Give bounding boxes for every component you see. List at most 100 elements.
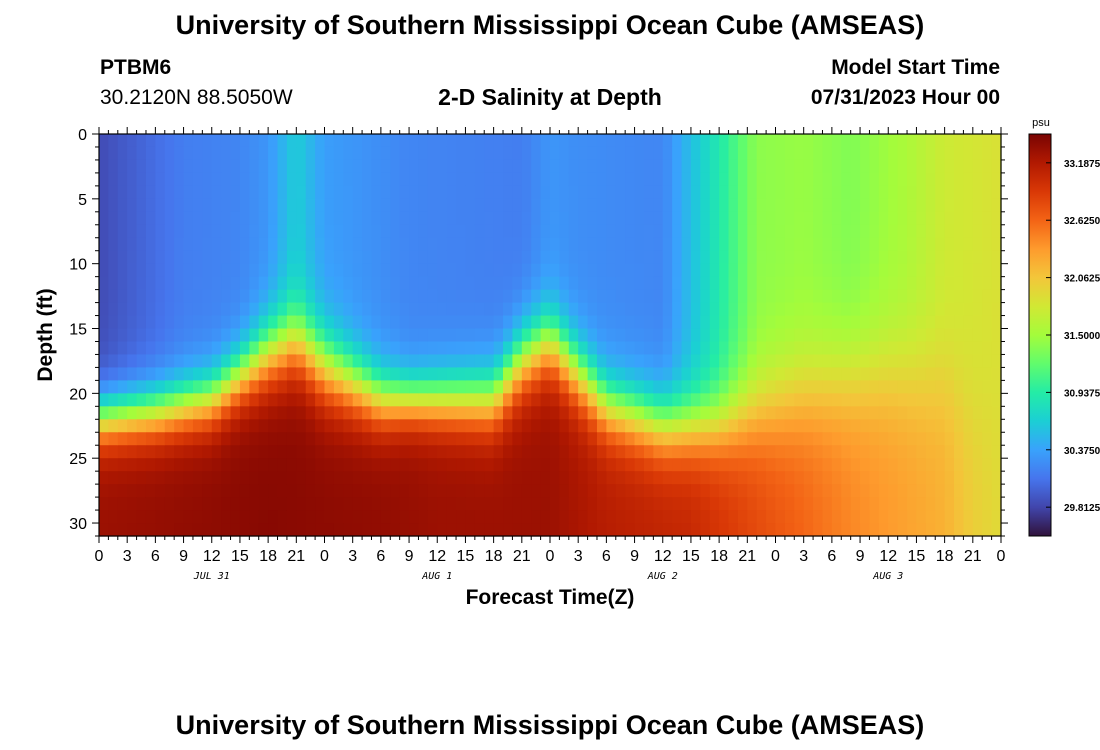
heatmap-cell <box>813 250 824 265</box>
heatmap-cell <box>653 523 664 537</box>
x-tick-label: 3 <box>574 548 583 565</box>
heatmap-cell <box>653 380 664 394</box>
heatmap-cell <box>559 237 570 252</box>
heatmap-cell <box>850 393 861 407</box>
heatmap-cell <box>465 510 476 524</box>
heatmap-cell <box>521 185 532 200</box>
heatmap-cell <box>634 328 645 343</box>
heatmap-cell <box>117 406 128 420</box>
heatmap-cell <box>305 198 316 213</box>
heatmap-cell <box>352 134 363 148</box>
heatmap-cell <box>954 497 965 511</box>
heatmap-cell <box>606 341 617 356</box>
heatmap-cell <box>333 445 344 459</box>
heatmap-cell <box>672 367 683 381</box>
heatmap-cell <box>333 497 344 511</box>
heatmap-cell <box>108 315 119 330</box>
heatmap-cell <box>916 341 927 356</box>
heatmap-cell <box>991 484 1002 498</box>
heatmap-cell <box>493 302 504 317</box>
heatmap-cell <box>465 406 476 420</box>
y-tick-label: 20 <box>69 386 87 403</box>
heatmap-cell <box>117 146 128 161</box>
heatmap-cell <box>531 380 542 394</box>
heatmap-cell <box>625 432 636 446</box>
heatmap-cell <box>982 146 993 161</box>
heatmap-cell <box>794 315 805 330</box>
heatmap-cell <box>136 406 147 420</box>
heatmap-cell <box>841 159 852 174</box>
heatmap-cell <box>99 237 109 252</box>
heatmap-cell <box>409 380 420 394</box>
heatmap-cell <box>108 406 119 420</box>
heatmap-cell <box>239 445 250 459</box>
heatmap-cell <box>869 185 880 200</box>
heatmap-cell <box>690 185 701 200</box>
heatmap-cell <box>512 341 523 356</box>
heatmap-cell <box>521 484 532 498</box>
heatmap-cell <box>362 510 373 524</box>
heatmap-cell <box>371 471 382 485</box>
heatmap-cell <box>972 484 983 498</box>
heatmap-cell <box>766 341 777 356</box>
heatmap-cell <box>390 341 401 356</box>
heatmap-cell <box>907 211 918 226</box>
heatmap-cell <box>559 134 570 148</box>
heatmap-cell <box>446 172 457 187</box>
heatmap-cell <box>634 315 645 330</box>
heatmap-cell <box>972 432 983 446</box>
heatmap-cell <box>399 367 410 381</box>
heatmap-cell <box>869 302 880 317</box>
heatmap-cell <box>944 393 955 407</box>
heatmap-cell <box>108 185 119 200</box>
heatmap-cell <box>221 445 232 459</box>
heatmap-cell <box>239 432 250 446</box>
heatmap-cell <box>878 172 889 187</box>
heatmap-cell <box>709 276 720 291</box>
heatmap-cell <box>916 276 927 291</box>
heatmap-cell <box>615 471 626 485</box>
heatmap-cell <box>399 445 410 459</box>
heatmap-cell <box>324 250 335 265</box>
heatmap-cell <box>869 367 880 381</box>
heatmap-cell <box>925 445 936 459</box>
heatmap-cell <box>192 276 203 291</box>
heatmap-cell <box>925 134 936 148</box>
heatmap-cell <box>916 445 927 459</box>
heatmap-cell <box>944 419 955 433</box>
heatmap-cell <box>380 134 391 148</box>
heatmap-cell <box>596 367 607 381</box>
heatmap-cell <box>399 497 410 511</box>
heatmap-cell <box>653 419 664 433</box>
heatmap-cell <box>972 211 983 226</box>
heatmap-cell <box>775 341 786 356</box>
heatmap-cell <box>634 380 645 394</box>
heatmap-cell <box>615 134 626 148</box>
heatmap-cell <box>935 510 946 524</box>
heatmap-cell <box>841 419 852 433</box>
heatmap-cell <box>728 484 739 498</box>
heatmap-cell <box>343 393 354 407</box>
heatmap-cell <box>333 211 344 226</box>
heatmap-cell <box>343 276 354 291</box>
heatmap-cell <box>888 497 899 511</box>
heatmap-cell <box>766 315 777 330</box>
heatmap-cell <box>681 172 692 187</box>
heatmap-cell <box>775 172 786 187</box>
heatmap-cell <box>427 341 438 356</box>
heatmap-cell <box>437 354 448 369</box>
y-tick-label: 5 <box>78 192 87 209</box>
heatmap-cell <box>878 302 889 317</box>
heatmap-cell <box>831 134 842 148</box>
heatmap-cell <box>145 315 156 330</box>
heatmap-cell <box>596 185 607 200</box>
heatmap-cell <box>136 250 147 265</box>
heatmap-cell <box>540 146 551 161</box>
heatmap-cell <box>954 198 965 213</box>
heatmap-cell <box>559 146 570 161</box>
heatmap-cell <box>690 354 701 369</box>
heatmap-cell <box>474 328 485 343</box>
heatmap-cell <box>258 341 269 356</box>
heatmap-cell <box>164 406 175 420</box>
heatmap-cell <box>615 484 626 498</box>
